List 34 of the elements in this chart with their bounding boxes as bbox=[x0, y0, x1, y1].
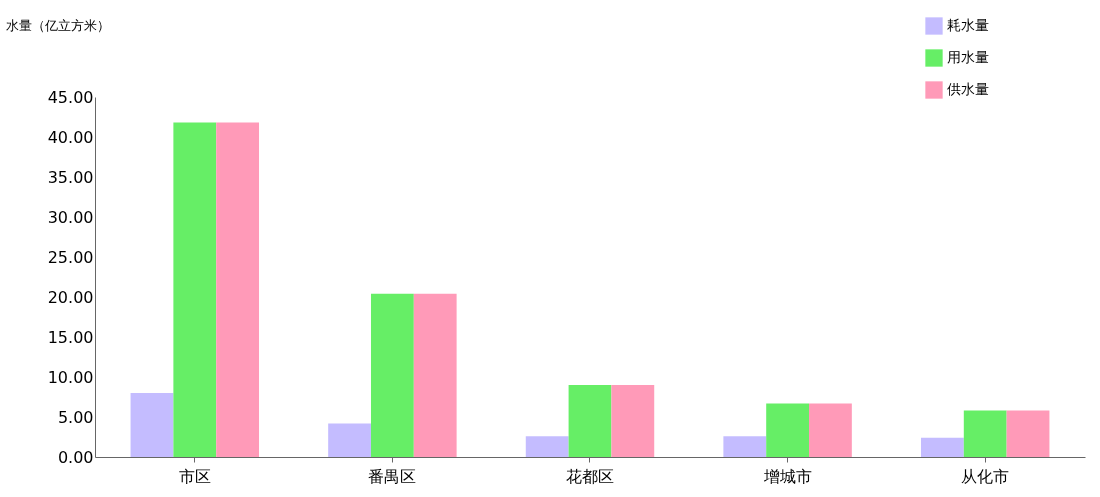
y-tick-label: 5.00 bbox=[57, 407, 94, 427]
bar bbox=[130, 393, 174, 457]
y-tick-label: 20.00 bbox=[47, 287, 94, 307]
bar bbox=[723, 436, 767, 457]
bar bbox=[611, 385, 655, 457]
bar bbox=[963, 410, 1007, 457]
x-tick-label: 番禺区 bbox=[368, 466, 417, 486]
bar bbox=[413, 293, 457, 457]
y-tick-label: 15.00 bbox=[47, 327, 94, 347]
bar bbox=[568, 385, 612, 457]
x-tick-label: 花都区 bbox=[566, 466, 614, 486]
legend-label: 耗水量 bbox=[947, 17, 989, 33]
bar bbox=[920, 437, 964, 457]
x-tick-label: 市区 bbox=[178, 466, 211, 486]
bar bbox=[809, 403, 852, 457]
y-tick-label: 35.00 bbox=[47, 167, 94, 187]
legend-label: 用水量 bbox=[947, 49, 989, 65]
y-tick-label: 10.00 bbox=[47, 367, 94, 387]
y-tick-label: 30.00 bbox=[47, 207, 94, 227]
bar bbox=[525, 436, 569, 457]
y-tick-label: 40.00 bbox=[47, 127, 94, 147]
y-tick-label: 25.00 bbox=[47, 247, 94, 267]
bar bbox=[173, 122, 217, 457]
x-tick-label: 从化市 bbox=[961, 466, 1010, 486]
x-tick-label: 增城市 bbox=[762, 466, 812, 486]
legend-label: 供水量 bbox=[947, 81, 989, 97]
y-tick-label: 45.00 bbox=[47, 87, 94, 107]
bar bbox=[216, 122, 260, 457]
bar bbox=[1006, 410, 1050, 457]
bar bbox=[370, 293, 414, 457]
bar bbox=[766, 403, 810, 457]
y-axis-title: 水量（亿立方米） bbox=[5, 17, 110, 33]
y-tick-label: 0.00 bbox=[57, 447, 94, 467]
bar bbox=[328, 423, 371, 457]
